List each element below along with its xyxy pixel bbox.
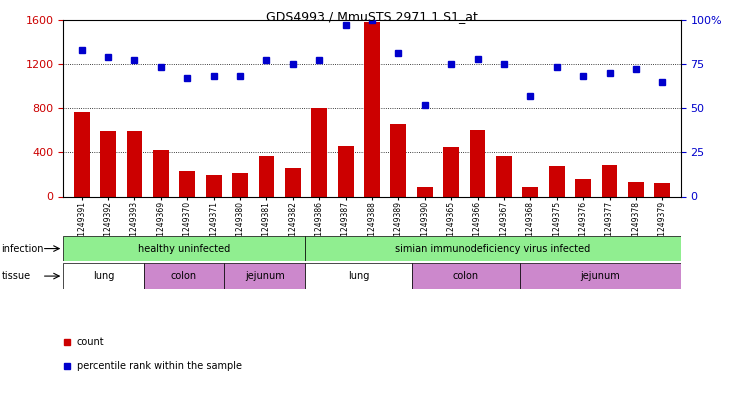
- Bar: [575, 179, 591, 196]
- Bar: [417, 187, 433, 196]
- Bar: [469, 130, 486, 196]
- Text: lung: lung: [93, 271, 114, 281]
- Bar: [153, 150, 169, 196]
- Text: jejunum: jejunum: [580, 271, 620, 281]
- Bar: [311, 108, 327, 196]
- Bar: [285, 168, 301, 196]
- Bar: [258, 156, 275, 196]
- Bar: [74, 112, 89, 196]
- Bar: [126, 131, 142, 196]
- Text: infection: infection: [1, 244, 44, 253]
- Text: simian immunodeficiency virus infected: simian immunodeficiency virus infected: [395, 244, 591, 253]
- Text: colon: colon: [453, 271, 479, 281]
- Bar: [549, 165, 565, 196]
- Text: GDS4993 / MmuSTS.2971.1.S1_at: GDS4993 / MmuSTS.2971.1.S1_at: [266, 10, 478, 23]
- Bar: [519, 263, 681, 289]
- Bar: [628, 182, 644, 196]
- Bar: [63, 263, 144, 289]
- Bar: [364, 22, 380, 196]
- Bar: [144, 263, 225, 289]
- Text: colon: colon: [171, 271, 197, 281]
- Bar: [412, 263, 519, 289]
- Text: tissue: tissue: [1, 271, 31, 281]
- Bar: [100, 131, 116, 196]
- Bar: [305, 263, 412, 289]
- Bar: [655, 183, 670, 196]
- Bar: [338, 146, 353, 196]
- Bar: [206, 176, 222, 196]
- Bar: [63, 236, 305, 261]
- Text: percentile rank within the sample: percentile rank within the sample: [77, 361, 242, 371]
- Text: healthy uninfected: healthy uninfected: [138, 244, 230, 253]
- Text: jejunum: jejunum: [245, 271, 284, 281]
- Bar: [496, 156, 512, 196]
- Bar: [522, 187, 538, 196]
- Text: count: count: [77, 336, 104, 347]
- Bar: [602, 165, 618, 196]
- Bar: [232, 173, 248, 196]
- Bar: [179, 171, 195, 196]
- Bar: [305, 236, 681, 261]
- Bar: [443, 147, 459, 196]
- Text: lung: lung: [348, 271, 369, 281]
- Bar: [225, 263, 305, 289]
- Bar: [391, 123, 406, 196]
